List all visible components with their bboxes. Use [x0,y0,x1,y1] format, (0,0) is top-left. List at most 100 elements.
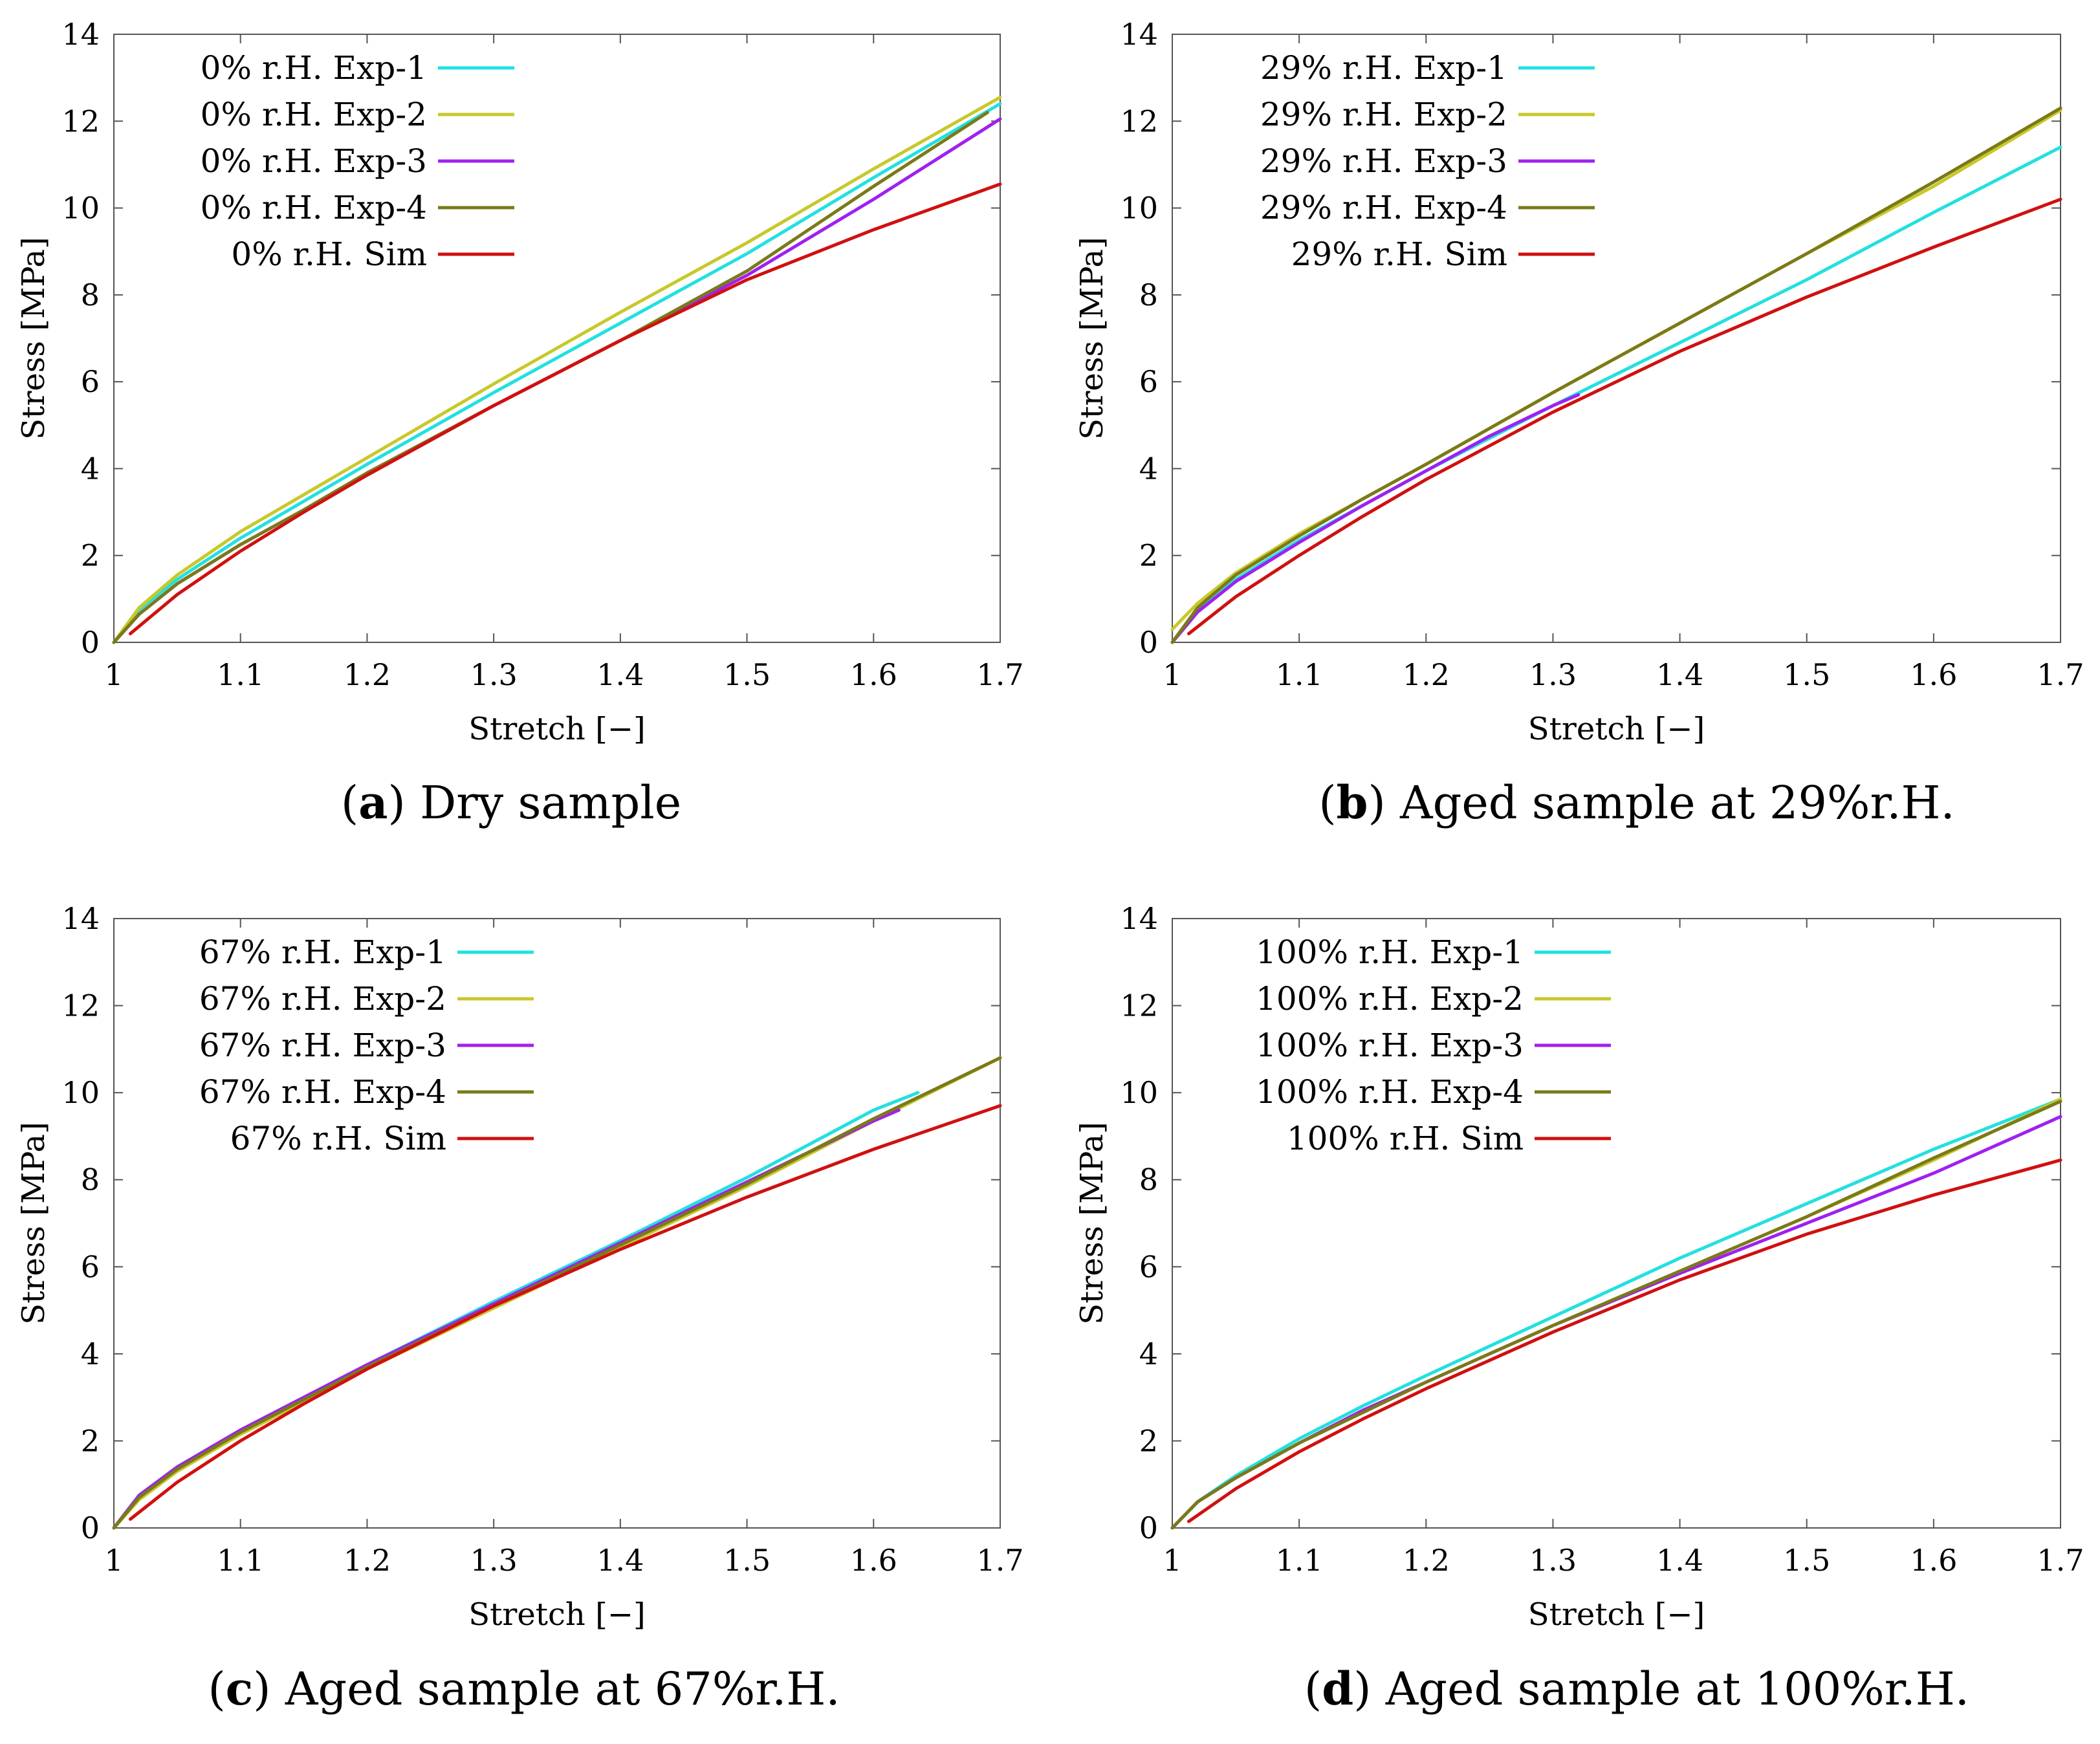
y-axis-title: Stress [MPa] [16,237,52,439]
plot-frame [1172,34,2061,643]
legend-label: 100% r.H. Sim [1287,1120,1524,1157]
x-tick-label: 1.6 [1910,1543,1957,1578]
legend-label: 67% r.H. Exp-1 [199,933,446,971]
y-tick-label: 4 [1139,451,1158,486]
x-tick-label: 1.6 [1910,657,1957,692]
y-tick-label: 6 [1139,1249,1158,1284]
y-tick-label: 2 [81,1423,100,1458]
y-tick-label: 14 [1120,17,1158,52]
y-tick-label: 4 [1139,1336,1158,1371]
y-axis-title: Stress [MPa] [1074,237,1110,439]
caption-text: ) Aged sample at 100%r.H. [1353,1662,1969,1716]
legend-label: 29% r.H. Exp-2 [1260,96,1507,133]
plot-frame [1172,918,2061,1529]
chart-panel-b: 1 1.1 1.2 1.3 1.4 1.5 1.6 1.7 0 2 4 6 8 10 12 14 Stretch… [1074,17,2084,829]
legend-label: 67% r.H. Exp-3 [199,1027,446,1064]
x-tick-label: 1.5 [723,1543,771,1578]
panel-caption: (a) Dry sample [341,776,681,829]
y-axis-title: Stress [MPa] [16,1122,52,1324]
y-tick-label: 14 [61,17,100,52]
y-tick-label: 6 [81,1249,100,1284]
x-tick-label: 1.1 [1276,1543,1323,1578]
legend-label: 100% r.H. Exp-4 [1256,1073,1524,1111]
x-tick-label: 1.1 [217,1543,264,1578]
x-tick-label: 1.4 [596,1543,644,1578]
y-tick-label: 10 [1120,1075,1158,1110]
series-line-4 [112,111,989,644]
series-line-5 [128,182,1002,636]
x-tick-label: 1.1 [217,657,264,692]
x-tick-label: 1.7 [976,657,1023,692]
y-tick-label: 8 [1139,278,1158,312]
panel-caption: (b) Aged sample at 29%r.H. [1318,776,1955,829]
legend-label: 29% r.H. Exp-1 [1260,49,1507,87]
y-tick-label: 4 [81,451,100,486]
legend-label: 0% r.H. Exp-1 [201,49,427,87]
legend-label: 67% r.H. Exp-4 [199,1073,446,1111]
legend-label: 100% r.H. Exp-3 [1256,1027,1524,1064]
y-tick-label: 12 [61,988,100,1023]
x-tick-label: 1 [1163,1543,1181,1578]
y-tick-label: 10 [61,191,100,226]
y-tick-label: 10 [61,1075,100,1110]
legend-label: 0% r.H. Exp-2 [201,96,427,133]
y-tick-label: 12 [1120,988,1158,1023]
caption-text: ) Aged sample at 67%r.H. [253,1662,840,1716]
x-tick-label: 1.2 [344,657,391,692]
x-tick-label: 1.3 [470,1543,518,1578]
panel-caption: (c) Aged sample at 67%r.H. [208,1662,840,1716]
series-line-4 [112,1056,1002,1530]
y-tick-label: 2 [1139,1423,1158,1458]
caption-open-paren: ( [208,1662,225,1716]
y-tick-label: 10 [1120,191,1158,226]
x-tick-label: 1.4 [1656,657,1703,692]
caption-open-paren: ( [1304,1662,1322,1716]
y-tick-label: 14 [1120,901,1158,936]
caption-letter: d [1322,1662,1353,1716]
legend-label: 0% r.H. Exp-4 [201,189,427,226]
x-tick-label: 1.5 [1783,1543,1830,1578]
x-tick-label: 1.3 [1529,1543,1577,1578]
caption-letter: c [226,1662,254,1716]
y-tick-label: 2 [81,538,100,573]
caption-letter: b [1337,776,1368,829]
legend-label: 100% r.H. Exp-1 [1256,933,1524,971]
y-tick-label: 8 [1139,1162,1158,1197]
chart-panel-a: 1 1.1 1.2 1.3 1.4 1.5 1.6 1.7 0 2 4 6 8 10 12 14 Stretch… [16,17,1024,829]
x-axis-title: Stretch [−] [1528,1597,1705,1633]
y-tick-label: 12 [1120,104,1158,138]
y-tick-label: 0 [1139,625,1158,660]
series-line-5 [1187,1158,2062,1523]
x-tick-label: 1.7 [2037,657,2084,692]
x-tick-label: 1.3 [470,657,518,692]
x-tick-label: 1.6 [850,657,897,692]
y-tick-label: 6 [1139,364,1158,399]
caption-text: ) Aged sample at 29%r.H. [1368,776,1954,829]
x-tick-label: 1.6 [850,1543,897,1578]
y-tick-label: 0 [1139,1510,1158,1545]
x-tick-label: 1 [104,657,123,692]
legend-label: 29% r.H. Exp-3 [1260,142,1507,180]
y-tick-label: 14 [61,901,100,936]
x-tick-label: 1.1 [1276,657,1323,692]
x-tick-label: 1.4 [596,657,644,692]
series-line-2 [112,95,1002,644]
x-tick-label: 1.5 [1783,657,1830,692]
panel-caption: (d) Aged sample at 100%r.H. [1304,1662,1969,1716]
legend-label: 29% r.H. Sim [1291,235,1507,273]
series-line-3 [1170,393,1580,644]
caption-letter: a [358,776,388,829]
x-axis-title: Stretch [−] [1528,711,1705,747]
y-tick-label: 8 [81,1162,100,1197]
x-tick-label: 1 [104,1543,123,1578]
x-tick-label: 1.7 [976,1543,1023,1578]
x-tick-label: 1.2 [1403,1543,1450,1578]
x-tick-label: 1.7 [2037,1543,2084,1578]
legend-label: 67% r.H. Exp-2 [199,980,446,1018]
x-tick-label: 1.4 [1656,1543,1703,1578]
y-tick-label: 8 [81,278,100,312]
x-tick-label: 1 [1163,657,1181,692]
series-line-5 [1187,197,2062,636]
series-line-1 [112,102,1002,644]
